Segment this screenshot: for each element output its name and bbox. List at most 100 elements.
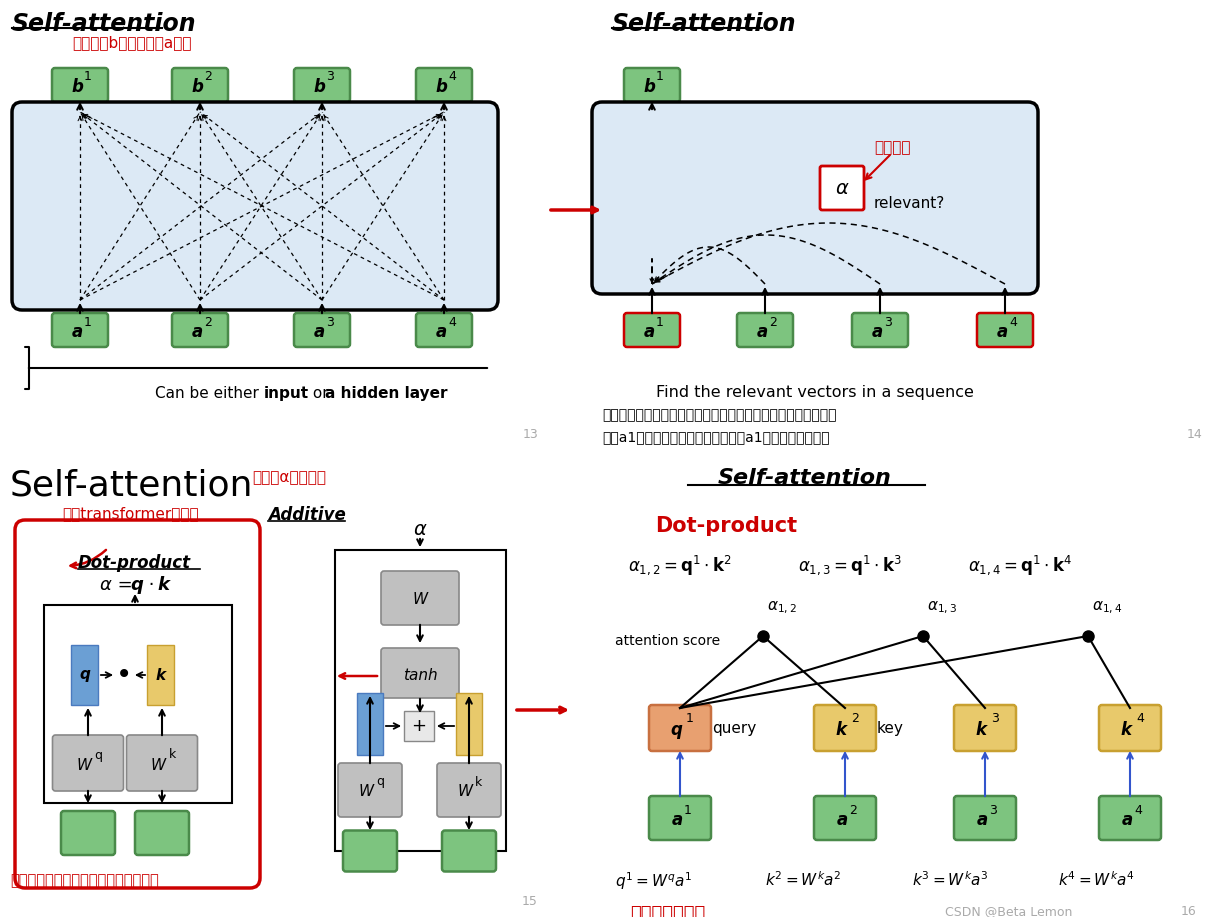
Text: Additive: Additive: [268, 506, 346, 524]
Text: $\alpha_{1,2} = \mathbf{q}^1 \cdot \mathbf{k}^2$: $\alpha_{1,2} = \mathbf{q}^1 \cdot \math…: [629, 553, 731, 577]
FancyBboxPatch shape: [15, 520, 260, 888]
FancyBboxPatch shape: [417, 68, 472, 102]
Text: a hidden layer: a hidden layer: [325, 386, 448, 401]
Text: q: q: [79, 668, 90, 682]
Text: $k^4 = W^k a^4$: $k^4 = W^k a^4$: [1058, 870, 1135, 889]
FancyBboxPatch shape: [44, 605, 233, 803]
Text: 4: 4: [1133, 803, 1142, 816]
Text: or: or: [308, 386, 333, 401]
Text: W: W: [358, 785, 373, 800]
Text: W: W: [413, 592, 427, 607]
FancyBboxPatch shape: [1100, 705, 1161, 751]
Text: 2: 2: [849, 803, 857, 816]
Text: 3: 3: [989, 803, 997, 816]
FancyBboxPatch shape: [52, 68, 108, 102]
FancyBboxPatch shape: [61, 811, 115, 855]
Text: tanh: tanh: [403, 668, 437, 682]
Text: k: k: [1120, 721, 1131, 739]
Text: 1: 1: [84, 315, 92, 328]
Text: k: k: [476, 776, 483, 789]
Text: $\alpha_{1,4}$: $\alpha_{1,4}$: [1092, 600, 1123, 616]
FancyBboxPatch shape: [126, 735, 197, 791]
Text: 根据a1找出序列中，哪些部分与判断a1是何种类别相关。: 根据a1找出序列中，哪些部分与判断a1是何种类别相关。: [602, 430, 830, 444]
Text: k: k: [157, 576, 170, 594]
Text: 4: 4: [1136, 712, 1144, 724]
Text: 用于transformer的方法: 用于transformer的方法: [62, 506, 199, 521]
FancyBboxPatch shape: [437, 763, 501, 817]
Text: $\alpha_{1,4} = \mathbf{q}^1 \cdot \mathbf{k}^4$: $\alpha_{1,4} = \mathbf{q}^1 \cdot \math…: [968, 553, 1072, 577]
Text: $\alpha_{1,2}$: $\alpha_{1,2}$: [767, 600, 797, 616]
Text: b: b: [314, 78, 325, 96]
Text: •: •: [116, 661, 132, 689]
Text: a: a: [671, 811, 683, 829]
Text: q: q: [94, 748, 102, 761]
FancyBboxPatch shape: [417, 313, 472, 347]
Text: 2: 2: [769, 315, 777, 328]
Text: 每个输出b与所有输入a相关: 每个输出b与所有输入a相关: [71, 35, 191, 50]
FancyBboxPatch shape: [172, 68, 228, 102]
Text: 3: 3: [326, 315, 334, 328]
Text: a: a: [314, 323, 325, 341]
Text: $q^1 = W^q a^1$: $q^1 = W^q a^1$: [615, 870, 693, 891]
FancyBboxPatch shape: [624, 68, 681, 102]
FancyBboxPatch shape: [853, 313, 908, 347]
Text: $\alpha_{1,3} = \mathbf{q}^1 \cdot \mathbf{k}^3$: $\alpha_{1,3} = \mathbf{q}^1 \cdot \math…: [798, 553, 902, 577]
Text: input: input: [264, 386, 309, 401]
Text: Dot-product: Dot-product: [655, 516, 797, 536]
Text: 2: 2: [205, 71, 212, 83]
Text: 2: 2: [205, 315, 212, 328]
Text: 分别计算关联性: 分别计算关联性: [630, 905, 705, 917]
Text: α: α: [836, 179, 849, 197]
Text: 1: 1: [684, 803, 691, 816]
Text: W: W: [458, 785, 472, 800]
FancyBboxPatch shape: [335, 550, 506, 851]
Text: $k^3 = W^k a^3$: $k^3 = W^k a^3$: [912, 870, 988, 889]
Text: α: α: [414, 520, 426, 539]
Text: 3: 3: [991, 712, 999, 724]
FancyBboxPatch shape: [52, 735, 124, 791]
Text: 15: 15: [522, 895, 538, 908]
FancyBboxPatch shape: [147, 645, 174, 705]
Text: a: a: [191, 323, 202, 341]
Text: 1: 1: [656, 71, 664, 83]
Text: b: b: [191, 78, 203, 96]
FancyBboxPatch shape: [172, 313, 228, 347]
FancyBboxPatch shape: [404, 711, 434, 741]
Text: b: b: [643, 78, 655, 96]
Text: k: k: [976, 721, 987, 739]
Text: a: a: [71, 323, 82, 341]
Text: 4: 4: [1009, 315, 1017, 328]
Text: k: k: [155, 668, 166, 682]
Text: attention score: attention score: [615, 634, 721, 648]
Text: α =: α =: [101, 576, 138, 594]
FancyBboxPatch shape: [592, 102, 1038, 294]
Text: 14: 14: [1187, 428, 1203, 441]
FancyBboxPatch shape: [338, 763, 402, 817]
FancyBboxPatch shape: [814, 796, 876, 840]
FancyBboxPatch shape: [649, 796, 711, 840]
Text: key: key: [877, 721, 903, 735]
Text: 我们考虑整个序列，但是不想用滑动窗口把整个信息包含在内。: 我们考虑整个序列，但是不想用滑动窗口把整个信息包含在内。: [602, 408, 837, 422]
Text: a: a: [643, 323, 655, 341]
Text: b: b: [71, 78, 82, 96]
Text: a: a: [976, 811, 988, 829]
FancyBboxPatch shape: [954, 705, 1016, 751]
FancyBboxPatch shape: [737, 313, 793, 347]
Text: 3: 3: [326, 71, 334, 83]
FancyBboxPatch shape: [294, 68, 350, 102]
Text: k: k: [836, 721, 846, 739]
FancyBboxPatch shape: [1100, 796, 1161, 840]
Text: Find the relevant vectors in a sequence: Find the relevant vectors in a sequence: [656, 385, 974, 400]
Text: q: q: [130, 576, 143, 594]
FancyBboxPatch shape: [71, 645, 98, 705]
FancyBboxPatch shape: [381, 571, 459, 625]
Text: q: q: [670, 721, 682, 739]
Text: 关联性α计算模组: 关联性α计算模组: [252, 470, 326, 485]
FancyBboxPatch shape: [294, 313, 350, 347]
Text: query: query: [712, 721, 756, 735]
Text: $\alpha_{1,3}$: $\alpha_{1,3}$: [926, 600, 957, 616]
FancyBboxPatch shape: [649, 705, 711, 751]
Text: a: a: [436, 323, 447, 341]
Text: 1: 1: [656, 315, 664, 328]
Text: k: k: [168, 748, 176, 761]
